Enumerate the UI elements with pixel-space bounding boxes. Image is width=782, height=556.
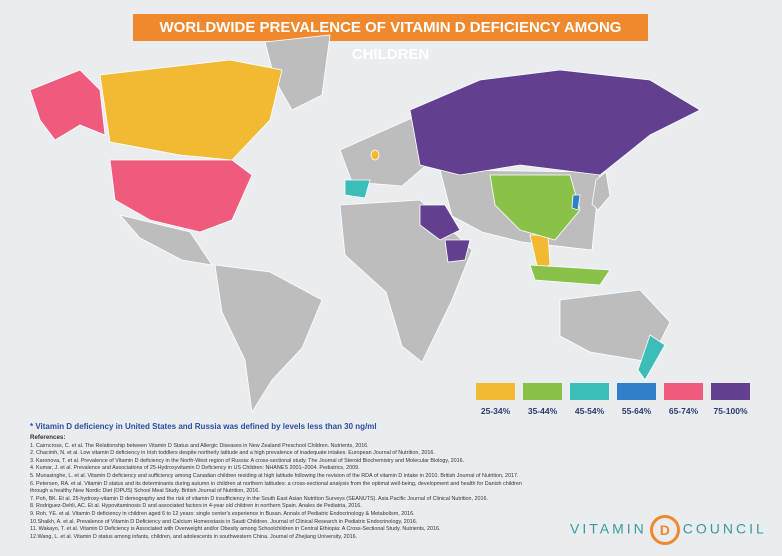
- reference: 4. Kumar, J. et al. Prevalence and Assoc…: [30, 465, 360, 472]
- legend-swatch: [523, 383, 562, 400]
- reference: 1. Cairncross, C. et al. The Relationshi…: [30, 442, 369, 449]
- legend-swatch: [617, 383, 656, 400]
- references: References: 1. Cairncross, C. et al. The …: [30, 434, 530, 541]
- korea: [571, 194, 581, 211]
- vietnam: [529, 234, 551, 271]
- new-zealand: [637, 334, 666, 381]
- china: [489, 174, 581, 241]
- legend-label: 75-100%: [713, 406, 748, 416]
- europe: [339, 117, 433, 187]
- saudi-arabia: [419, 204, 461, 241]
- legend-swatch: [476, 383, 515, 400]
- reference: 6. Petersen, RA. et al. Vitamin D status…: [30, 480, 522, 495]
- legend-swatch: [711, 383, 750, 400]
- legend-label: 65-74%: [668, 406, 699, 416]
- reference: 11. Wakayo, T. et al. Vitamin D Deficien…: [30, 526, 441, 533]
- ireland: [370, 149, 380, 161]
- reference: 10.Shaikh, A. et al. Prevalence of Vitam…: [30, 518, 418, 525]
- logo-left: VITAMIN: [570, 520, 647, 537]
- south-america: [214, 264, 323, 414]
- footnote: * Vitamin D deficiency in United States …: [30, 422, 377, 431]
- usa: [109, 159, 253, 233]
- reference: 7. Poh, BK. Et al. 25-hydroxy-vitamin D …: [30, 495, 489, 502]
- logo: VITAMIN D COUNCIL: [570, 515, 767, 545]
- legend-label: 55-64%: [621, 406, 652, 416]
- legend-item: 35-44%: [523, 383, 562, 416]
- japan: [591, 171, 611, 211]
- ethiopia: [444, 239, 471, 263]
- canada: [99, 59, 283, 161]
- reference: 3. Karonova, T. et al. Prevalence of Vit…: [30, 457, 465, 464]
- central-america: [118, 214, 213, 266]
- legend: 25-34% 35-44% 45-54% 55-64% 65-74% 75-100%: [476, 383, 750, 416]
- legend-swatch: [664, 383, 703, 400]
- indonesia: [529, 264, 611, 286]
- reference: 8. Rodriguez-Dehli, AC. Et al. Hypovitam…: [30, 503, 362, 510]
- legend-label: 35-44%: [527, 406, 558, 416]
- russia: [409, 69, 701, 176]
- logo-mark: D: [649, 515, 680, 545]
- legend-item: 65-74%: [664, 383, 703, 416]
- reference: 5. Munasinghe, L. et al. Vitamin D defic…: [30, 472, 519, 479]
- legend-item: 45-54%: [570, 383, 609, 416]
- reference: 9. Roh, YE. et al. Vitamin D deficiency …: [30, 510, 415, 517]
- references-heading: References:: [30, 434, 66, 441]
- alaska: [29, 69, 106, 141]
- legend-swatch: [570, 383, 609, 400]
- logo-right: COUNCIL: [682, 520, 767, 537]
- spain: [344, 179, 371, 199]
- legend-label: 45-54%: [574, 406, 605, 416]
- reference: 2. Chacimh, N. et al. Low vitamin D defi…: [30, 450, 435, 457]
- title: WORLDWIDE PREVALENCE OF VITAMIN D DEFICI…: [133, 14, 648, 63]
- legend-item: 75-100%: [711, 383, 750, 416]
- world-map: [29, 34, 701, 414]
- legend-item: 25-34%: [476, 383, 515, 416]
- reference: 12.Wang, L. et al. Vitamin D status amon…: [30, 533, 358, 540]
- legend-label: 25-34%: [480, 406, 511, 416]
- legend-item: 55-64%: [617, 383, 656, 416]
